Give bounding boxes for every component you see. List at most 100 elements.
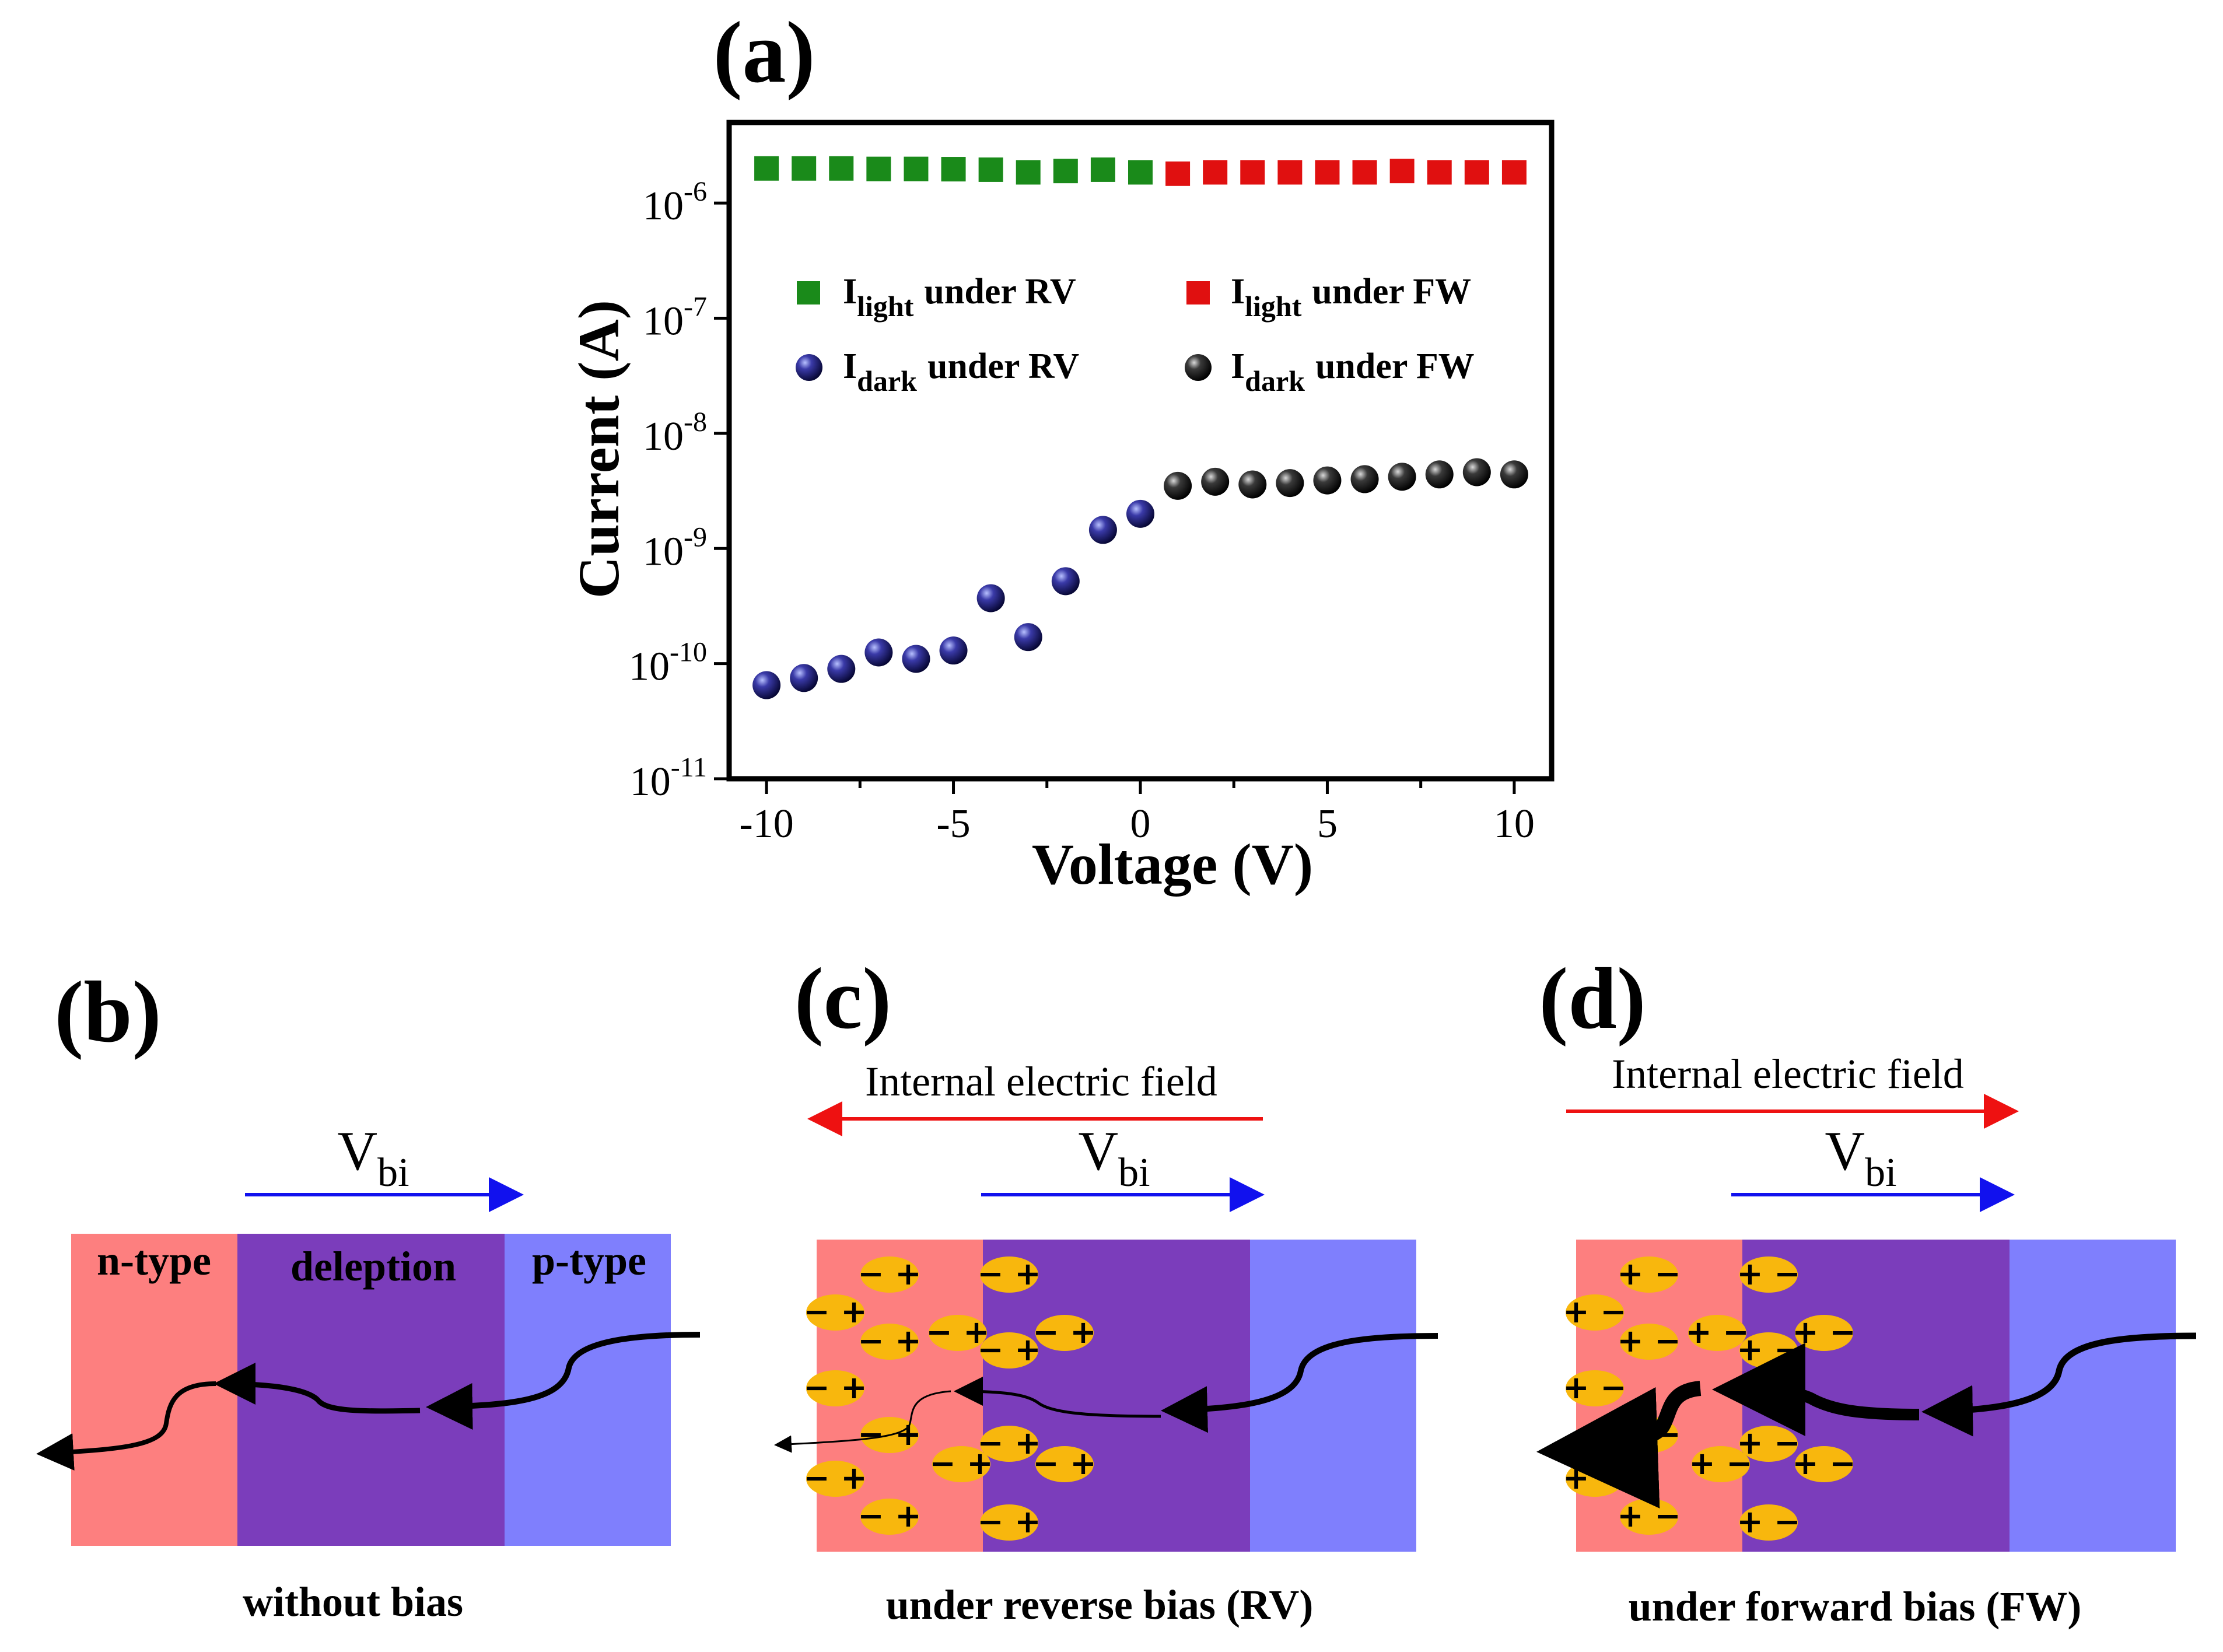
dipole-charges: − + bbox=[977, 1331, 1041, 1368]
panel-label-b: (b) bbox=[54, 964, 161, 1060]
dipole-charges: − + bbox=[977, 1255, 1041, 1292]
dipole-charges: + − bbox=[1617, 1497, 1681, 1534]
y-tick-label: 10-7 bbox=[643, 292, 707, 344]
dipole-charges: + − bbox=[1563, 1369, 1626, 1406]
data-point-light_rv bbox=[904, 156, 929, 181]
data-point-light_fw bbox=[1352, 160, 1377, 185]
legend-entry-light-rv: Ilight under RV bbox=[843, 272, 1076, 323]
carrier-path-segment-2 bbox=[213, 1363, 421, 1414]
field-label: Internal electric field bbox=[865, 1058, 1217, 1105]
n-type-label: n-type bbox=[97, 1237, 211, 1284]
caption-b: without bias bbox=[243, 1578, 463, 1625]
data-point-light_rv bbox=[792, 156, 817, 181]
field-label: Internal electric field bbox=[1612, 1051, 1964, 1097]
legend-sub: dark bbox=[1245, 365, 1305, 397]
dipole-charges: − + bbox=[857, 1497, 921, 1534]
dipole-charges: − + bbox=[926, 1314, 989, 1350]
dipole: + − bbox=[1563, 1369, 1627, 1406]
carrier-path-segment-1 bbox=[1921, 1332, 2197, 1437]
dipole: − + bbox=[803, 1460, 867, 1497]
dipole: − + bbox=[803, 1293, 867, 1331]
legend-marker-dark-fw bbox=[1185, 354, 1212, 381]
legend-suffix: under RV bbox=[927, 346, 1079, 386]
dipole-charges: − + bbox=[803, 1293, 867, 1330]
y-tick-label: 10-8 bbox=[643, 407, 707, 459]
dipole-charges: − + bbox=[857, 1416, 921, 1452]
dipole-charges: + − bbox=[1737, 1255, 1800, 1292]
dipole-charges: + − bbox=[1563, 1293, 1626, 1330]
vbi-sub: bi bbox=[377, 1150, 409, 1195]
vbi-label: Vbi bbox=[1825, 1120, 1896, 1195]
dipole: + − bbox=[1737, 1331, 1801, 1368]
data-point-dark_fw bbox=[1350, 465, 1379, 494]
dipole-shape bbox=[806, 1461, 864, 1497]
data-point-light_fw bbox=[1464, 160, 1489, 185]
dipole-charges: + − bbox=[1737, 1331, 1800, 1368]
dipole-shape bbox=[806, 1370, 864, 1406]
dipole-charges: − + bbox=[977, 1424, 1041, 1461]
x-tick-label: -5 bbox=[936, 802, 970, 846]
dipole-shape bbox=[1795, 1315, 1853, 1351]
dipole-charges: − + bbox=[1032, 1445, 1096, 1482]
data-point-dark_rv bbox=[864, 638, 893, 667]
dipole-group: − +− +− +− +− +− +− +− +− +− +− +− +− + −… bbox=[803, 1255, 1097, 1541]
y-tick-label: 10-10 bbox=[629, 637, 707, 690]
carrier-path-segment-2 bbox=[954, 1377, 1161, 1418]
x-tick-labels: -10 -5 0 5 10 bbox=[739, 802, 1534, 846]
data-point-light_fw bbox=[1203, 160, 1228, 185]
carrier-path-segment-1 bbox=[1161, 1333, 1438, 1433]
dipole: + − bbox=[1737, 1503, 1801, 1541]
depletion-label: deleption bbox=[290, 1243, 456, 1290]
legend-suffix: under FW bbox=[1312, 272, 1471, 312]
panel-label-a: (a) bbox=[713, 4, 815, 101]
chart-panel-a: (a) 10-11 10-10 10-9 10-8 10-7 10-6 -10 -5 0 5 10… bbox=[566, 4, 1555, 897]
y-tick-label: 10-11 bbox=[630, 752, 707, 804]
data-point-dark_fw bbox=[1313, 466, 1342, 495]
dipole: + − bbox=[1563, 1293, 1627, 1331]
dipole-charges: + − bbox=[1689, 1445, 1752, 1482]
y-axis-label: Current (A) bbox=[566, 300, 631, 598]
vbi-base: V bbox=[337, 1120, 377, 1182]
n-region bbox=[71, 1234, 237, 1546]
data-point-dark_rv bbox=[939, 636, 968, 665]
vbi-label: Vbi bbox=[337, 1120, 409, 1195]
dipole-shape bbox=[980, 1426, 1038, 1462]
x-tick-label: 5 bbox=[1317, 802, 1338, 846]
x-axis-label: Voltage (V) bbox=[1032, 832, 1313, 897]
dipole: + − bbox=[1792, 1314, 1856, 1351]
data-point-light_rv bbox=[1016, 160, 1041, 185]
dipole-charges: + − bbox=[1792, 1445, 1856, 1482]
dipole-shape bbox=[860, 1256, 919, 1293]
legend-sub: light bbox=[1245, 290, 1302, 323]
y-tick-label: 10-6 bbox=[643, 176, 707, 229]
x-tick-label: 0 bbox=[1130, 802, 1151, 846]
carrier-path-segment-1 bbox=[426, 1332, 701, 1430]
legend-sub: light bbox=[857, 290, 914, 323]
dipole-shape bbox=[1035, 1446, 1094, 1482]
data-point-light_rv bbox=[866, 156, 891, 181]
dipole-charges: − + bbox=[929, 1445, 993, 1482]
dipole: − + bbox=[977, 1331, 1041, 1368]
dipole: − + bbox=[857, 1255, 922, 1293]
dipole: − + bbox=[857, 1497, 922, 1535]
dipole-charges: − + bbox=[1032, 1314, 1096, 1350]
data-point-light_rv bbox=[1053, 159, 1078, 184]
x-tick-label: -10 bbox=[739, 802, 793, 846]
data-point-dark_fw bbox=[1425, 460, 1454, 489]
legend: Ilight under RV Ilight under FW Idark under… bbox=[796, 272, 1475, 397]
dipole-shape bbox=[1620, 1256, 1678, 1293]
data-point-dark_fw bbox=[1388, 463, 1416, 491]
dipole-charges: + − bbox=[1737, 1503, 1800, 1540]
data-point-dark_fw bbox=[1500, 460, 1528, 489]
dipole: − + bbox=[926, 1314, 990, 1351]
data-point-dark_rv bbox=[827, 654, 856, 683]
dipole: − + bbox=[857, 1322, 922, 1360]
legend-entry-dark-fw: Idark under FW bbox=[1231, 346, 1475, 397]
legend-sub: dark bbox=[857, 365, 917, 397]
x-tick-label: 10 bbox=[1494, 802, 1535, 846]
p-region bbox=[505, 1234, 671, 1546]
dipole-shape bbox=[1620, 1324, 1678, 1360]
data-point-light_rv bbox=[1090, 157, 1115, 182]
dipole-shape bbox=[1688, 1315, 1746, 1351]
